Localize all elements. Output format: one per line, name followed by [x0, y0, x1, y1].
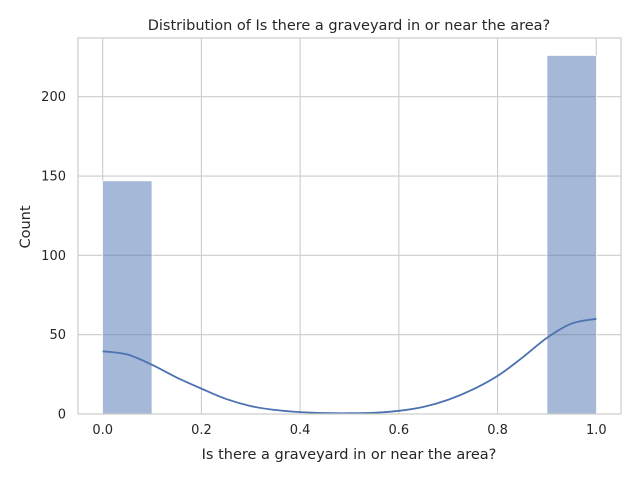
histogram-bars: [102, 55, 597, 415]
x-tick-label: 0.0: [92, 423, 113, 438]
x-tick-label: 0.8: [487, 423, 508, 438]
y-axis-label: Count: [18, 205, 34, 248]
x-tick-label: 0.2: [191, 423, 212, 438]
x-tick-label: 1.0: [586, 423, 607, 438]
x-tick-labels: 0.0 0.2 0.4 0.6 0.8 1.0: [92, 423, 606, 438]
y-tick-label: 200: [41, 90, 66, 105]
y-tick-label: 0: [58, 408, 66, 423]
x-axis-label: Is there a graveyard in or near the area…: [202, 447, 497, 463]
y-tick-label: 100: [41, 249, 66, 264]
kde-curve: [102, 317, 597, 415]
plot-border: [77, 37, 622, 415]
x-tick-label: 0.6: [389, 423, 410, 438]
x-tick-label: 0.4: [290, 423, 311, 438]
histogram-bar: [546, 55, 597, 415]
kde-curve-group: [102, 317, 597, 415]
chart-title: Distribution of Is there a graveyard in …: [148, 18, 551, 34]
histogram-bar: [102, 180, 153, 415]
grid-lines: [78, 38, 621, 415]
y-tick-label: 50: [49, 328, 66, 343]
y-tick-label: 150: [41, 170, 66, 185]
plot-frame: [77, 37, 622, 415]
y-tick-labels: 0 50 100 150 200: [41, 90, 66, 422]
